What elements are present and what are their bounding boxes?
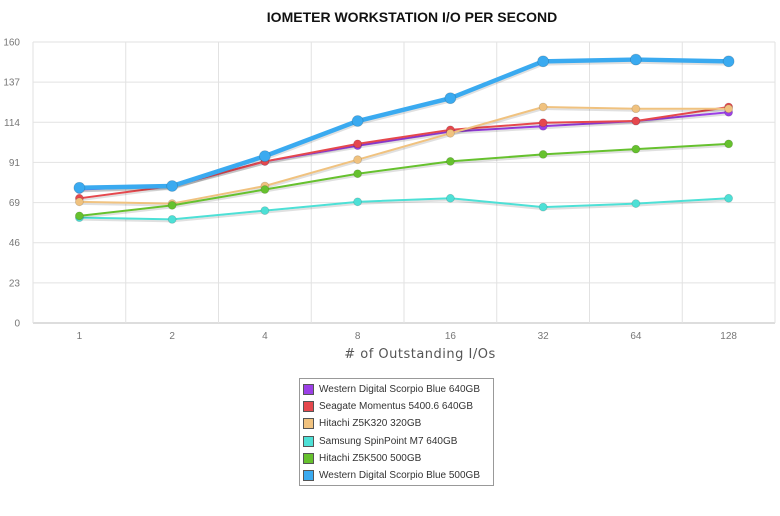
legend-item: Hitachi Z5K320 320GB xyxy=(303,415,490,432)
data-point xyxy=(351,115,364,127)
series-line-shadow xyxy=(79,113,729,193)
x-tick-label: 1 xyxy=(77,331,83,342)
data-point xyxy=(629,53,642,66)
y-tick-label: 137 xyxy=(3,78,20,89)
x-axis-ticks: 1 2 4 8 16 32 64 128 xyxy=(77,331,738,342)
y-tick-label: 23 xyxy=(9,278,21,289)
x-tick-label: 64 xyxy=(630,331,642,342)
data-point xyxy=(631,144,641,154)
x-tick-label: 4 xyxy=(262,331,268,342)
x-tick-label: 32 xyxy=(538,331,550,342)
y-tick-label: 69 xyxy=(9,198,21,209)
data-point xyxy=(74,211,84,221)
data-point xyxy=(444,92,457,105)
data-point xyxy=(722,55,735,68)
x-tick-label: 128 xyxy=(720,331,737,342)
y-tick-label: 91 xyxy=(9,158,21,169)
data-point xyxy=(353,155,363,165)
x-tick-label: 8 xyxy=(355,331,361,342)
series xyxy=(74,139,734,221)
data-point xyxy=(631,199,641,208)
legend-item: Seagate Momentus 5400.6 640GB xyxy=(303,398,490,415)
series-line-shadow xyxy=(79,199,729,223)
data-point xyxy=(445,128,455,138)
series-line xyxy=(79,142,729,217)
series-line-shadow xyxy=(79,144,729,219)
y-tick-label: 114 xyxy=(4,118,20,129)
grid xyxy=(32,41,776,324)
series-line-shadow xyxy=(79,107,729,202)
series xyxy=(73,53,735,194)
data-point xyxy=(631,104,641,114)
data-point xyxy=(538,149,548,159)
data-point xyxy=(353,139,363,149)
legend-label: Hitachi Z5K500 500GB xyxy=(319,452,422,464)
data-point xyxy=(631,116,641,126)
data-point xyxy=(353,197,363,207)
data-point xyxy=(445,193,455,203)
series-line xyxy=(79,197,729,221)
data-point xyxy=(724,104,734,114)
data-point xyxy=(74,197,84,207)
data-point xyxy=(538,118,548,128)
legend-swatch xyxy=(303,401,314,413)
legend-swatch xyxy=(303,452,314,464)
data-point xyxy=(166,180,179,192)
legend-swatch xyxy=(303,435,314,447)
chart-title: IOMETER WORKSTATION I/O PER SECOND xyxy=(267,9,557,25)
legend-label: Western Digital Scorpio Blue 640GB xyxy=(319,384,481,396)
data-point xyxy=(538,102,548,112)
data-point xyxy=(537,55,550,68)
legend: Western Digital Scorpio Blue 640GB Seagat… xyxy=(299,378,494,486)
series-lines xyxy=(73,53,735,224)
data-point xyxy=(353,169,363,179)
legend-item: Western Digital Scorpio Blue 500GB xyxy=(303,467,490,484)
y-tick-label: 160 xyxy=(3,38,20,49)
legend-label: Hitachi Z5K320 320GB xyxy=(319,418,422,430)
legend-item: Western Digital Scorpio Blue 640GB xyxy=(303,381,490,398)
x-tick-label: 2 xyxy=(169,331,175,342)
data-point xyxy=(260,206,270,216)
data-point xyxy=(724,193,734,203)
x-axis-label: # of Outstanding I/Os xyxy=(344,347,496,362)
x-tick-label: 16 xyxy=(445,331,457,342)
legend-item: Samsung SpinPoint M7 640GB xyxy=(303,433,490,450)
legend-swatch xyxy=(303,384,314,396)
y-axis-ticks: 0 23 46 69 91 114 137 160 xyxy=(3,38,20,330)
data-point xyxy=(538,202,548,212)
series-line xyxy=(79,57,729,191)
y-tick-label: 0 xyxy=(14,319,20,330)
legend-label: Samsung SpinPoint M7 640GB xyxy=(319,435,458,447)
legend-swatch xyxy=(303,470,314,482)
legend-label: Western Digital Scorpio Blue 500GB xyxy=(319,470,481,482)
data-point xyxy=(724,139,734,149)
legend-swatch xyxy=(303,418,314,430)
data-point xyxy=(445,157,455,166)
data-point xyxy=(258,150,271,163)
series-line xyxy=(79,105,729,205)
legend-item: Hitachi Z5K500 500GB xyxy=(303,450,490,467)
legend-label: Seagate Momentus 5400.6 640GB xyxy=(319,401,473,413)
series xyxy=(74,193,734,224)
data-point xyxy=(73,181,86,194)
data-point xyxy=(167,200,177,210)
data-point xyxy=(260,185,270,194)
y-tick-label: 46 xyxy=(9,238,21,249)
data-point xyxy=(167,214,177,224)
